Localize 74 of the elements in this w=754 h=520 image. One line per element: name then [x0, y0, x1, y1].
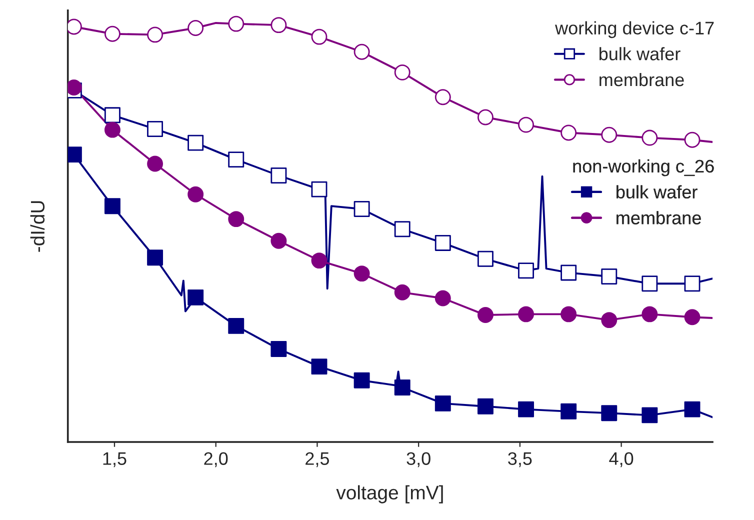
point [270, 232, 287, 249]
point [394, 221, 410, 238]
x-tick-label: 2,5 [306, 452, 330, 468]
x-tick-label: 3,5 [508, 452, 532, 468]
point [311, 252, 328, 269]
point [642, 407, 658, 424]
point [354, 372, 370, 388]
point [104, 107, 120, 124]
point [601, 312, 618, 328]
point [601, 268, 618, 284]
point [104, 198, 120, 214]
annotation: working device c-17 [555, 21, 714, 38]
point [684, 401, 700, 418]
point [270, 17, 287, 34]
x-tick-label: 4,0 [609, 452, 634, 468]
point [684, 276, 700, 292]
point [188, 289, 204, 306]
point [560, 306, 577, 322]
annotation: non-working c_26 [573, 159, 714, 176]
point [684, 309, 700, 326]
point [354, 44, 370, 60]
point [478, 398, 494, 414]
y-axis-title: -dI/dU [30, 201, 45, 252]
point [434, 234, 451, 251]
point [104, 122, 120, 138]
point [188, 186, 204, 202]
point [311, 358, 328, 375]
point [228, 318, 244, 334]
point [270, 168, 287, 184]
point [228, 211, 244, 228]
point [147, 121, 164, 137]
point [518, 306, 534, 322]
point [394, 284, 410, 300]
x-tick-label: 2,0 [204, 452, 228, 468]
point [642, 276, 658, 292]
point [642, 130, 658, 146]
point [147, 156, 164, 172]
point [270, 340, 287, 357]
point [394, 380, 410, 396]
point [684, 132, 700, 148]
point [642, 306, 658, 322]
point [228, 16, 244, 32]
point [354, 266, 370, 282]
point [434, 395, 451, 412]
point [394, 64, 410, 80]
point [147, 26, 164, 43]
legend-label: membrane [616, 211, 701, 224]
point [560, 124, 577, 141]
legend-label: membrane [600, 72, 684, 86]
point [228, 152, 244, 168]
point [601, 405, 618, 422]
legend-label: bulk wafer [600, 47, 680, 60]
point [518, 262, 534, 279]
point [478, 250, 494, 267]
point [434, 89, 451, 106]
point [478, 109, 494, 126]
point [601, 126, 618, 143]
point [188, 20, 204, 36]
point [434, 290, 451, 306]
x-tick-label: 3,0 [406, 452, 430, 468]
point [560, 264, 577, 281]
point [311, 181, 328, 198]
point [354, 201, 370, 217]
x-axis-title: voltage [mV] [336, 485, 443, 504]
x-tick-label: 1,5 [103, 452, 126, 468]
point [560, 403, 577, 420]
point [147, 250, 164, 266]
point [311, 28, 328, 45]
point [518, 116, 534, 133]
point [104, 26, 120, 42]
point [518, 401, 534, 418]
point [188, 134, 204, 151]
point [478, 307, 494, 324]
legend-label: bulk wafer [616, 185, 698, 198]
